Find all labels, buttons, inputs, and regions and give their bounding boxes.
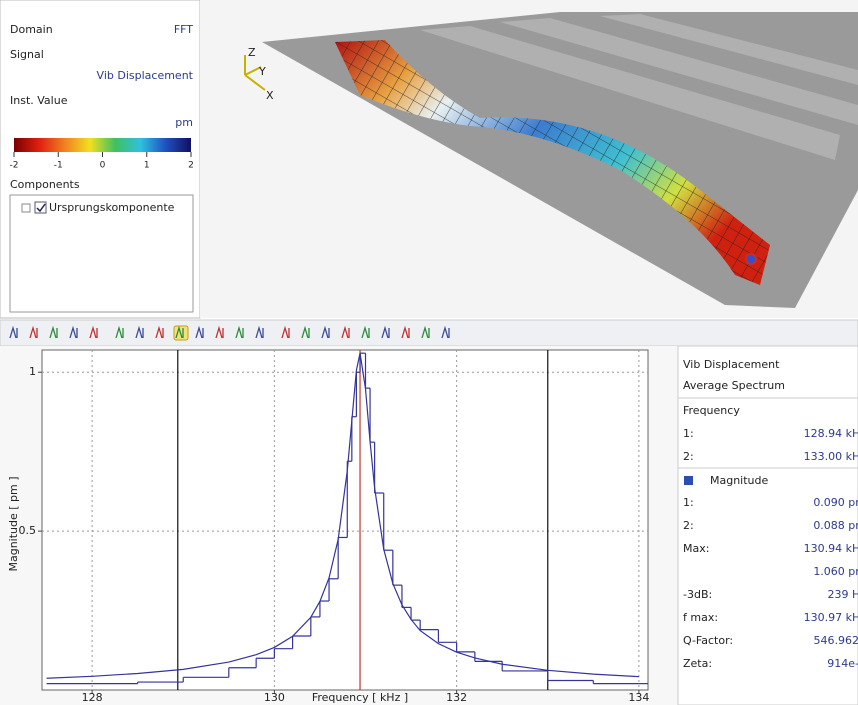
label: Components xyxy=(10,178,80,191)
x-tick-label: 132 xyxy=(446,691,467,704)
colorbar-tick-label: -1 xyxy=(54,161,63,171)
row-label: 1: xyxy=(683,496,694,509)
tree-item[interactable]: Ursprungskomponente xyxy=(49,201,175,214)
row-value: 1.060 pm xyxy=(813,565,858,578)
row-value: 133.00 kHz xyxy=(804,450,858,463)
legend-swatch xyxy=(684,476,693,485)
colorbar-tick-label: -2 xyxy=(10,161,19,171)
row-label: 1: xyxy=(683,427,694,440)
y-tick-label: 0.5 xyxy=(19,524,37,537)
axis-label: Y xyxy=(258,65,266,78)
row-value: 130.97 kHz xyxy=(804,611,858,624)
row-value: 0.090 pm xyxy=(813,496,858,509)
colorbar-ramp xyxy=(14,138,191,152)
info-mode: Average Spectrum xyxy=(683,379,785,392)
y-tick-label: 1 xyxy=(29,365,36,378)
row-value: 128.94 kHz xyxy=(804,427,858,440)
row-value: 546.9620 xyxy=(814,634,858,647)
colorbar-tick-label: 1 xyxy=(144,161,150,171)
colorbar-tick-label: 2 xyxy=(188,161,194,171)
screen: Domain FFT Signal Vib Displacement Inst.… xyxy=(0,0,858,705)
expander[interactable] xyxy=(22,204,30,212)
colorbar-tick-label: 0 xyxy=(100,161,106,171)
axis-label: Z xyxy=(248,46,256,59)
x-tick-label: 128 xyxy=(82,691,103,704)
x-tick-label: 134 xyxy=(628,691,649,704)
section-title: Magnitude xyxy=(710,474,769,487)
row-label: -3dB: xyxy=(683,588,712,601)
section-title: Frequency xyxy=(683,404,740,417)
scan-point[interactable] xyxy=(746,254,756,264)
row-label: 2: xyxy=(683,519,694,532)
row-label: Max: xyxy=(683,542,709,555)
row-label: f max: xyxy=(683,611,718,624)
row-label: Zeta: xyxy=(683,657,712,670)
label: Signal xyxy=(10,48,44,61)
row-value: 239 Hz xyxy=(827,588,858,601)
page: {"left_panel": {"domain_label": "Domain"… xyxy=(0,0,858,705)
x-tick-label: 130 xyxy=(264,691,285,704)
plot-area xyxy=(42,350,648,690)
row-value: 914e-6 xyxy=(827,657,858,670)
value[interactable]: FFT xyxy=(174,23,193,36)
value[interactable]: Vib Displacement xyxy=(97,69,194,82)
row-label: 2: xyxy=(683,450,694,463)
row-label: Q-Factor: xyxy=(683,634,733,647)
label: Domain xyxy=(10,23,53,36)
x-axis-title: Frequency [ kHz ] xyxy=(312,691,408,704)
row-value: 0.088 pm xyxy=(813,519,858,532)
value[interactable]: pm xyxy=(175,116,193,129)
row-value: 130.94 kHz xyxy=(804,542,858,555)
info-signal: Vib Displacement xyxy=(683,358,780,371)
axis-label: X xyxy=(266,89,274,102)
label: Inst. Value xyxy=(10,94,68,107)
